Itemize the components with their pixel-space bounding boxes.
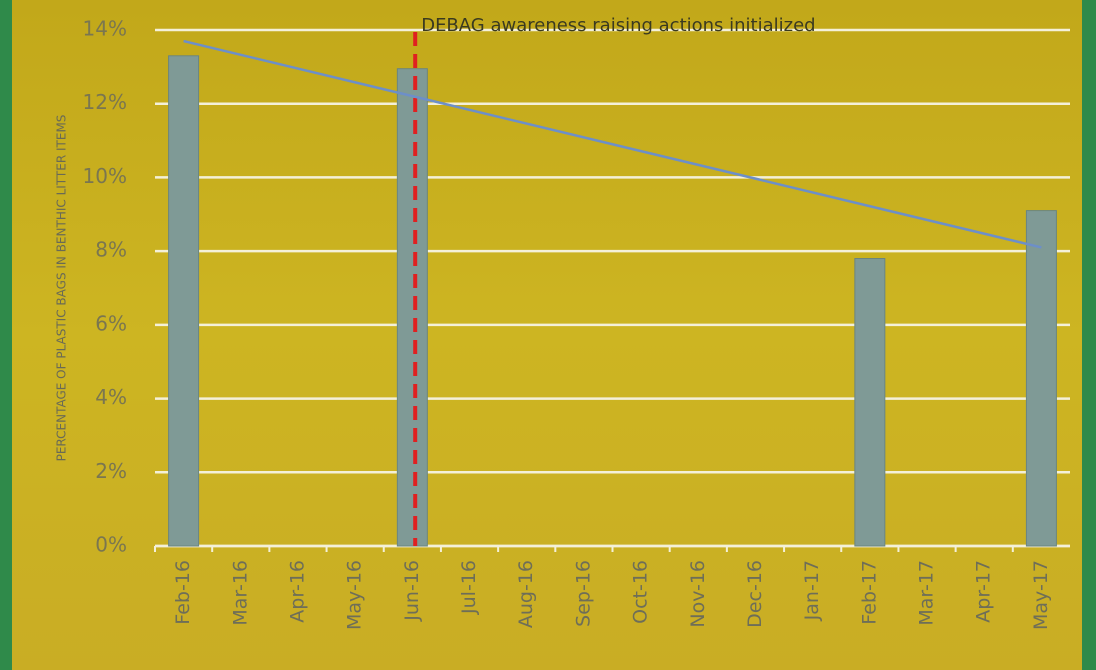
y-axis-label: PERCENTAGE OF PLASTIC BAGS IN BENTHIC LI… [55,115,69,462]
right-border [1082,0,1096,670]
x-tick-label: May-17 [1030,560,1052,630]
y-tick-label: 2% [95,459,127,483]
x-tick-label: Mar-16 [229,560,251,626]
x-tick-label: Apr-16 [286,560,308,623]
x-tick-label: Feb-16 [172,560,194,625]
x-tick-label: Oct-16 [630,560,652,624]
x-tick-label: Dec-16 [744,560,766,628]
y-tick-label: 14% [83,17,127,41]
page: PERCENTAGE OF PLASTIC BAGS IN BENTHIC LI… [0,0,1096,670]
x-tick-label: Sep-16 [572,560,594,627]
x-tick-label: Jul-16 [458,560,480,615]
y-tick-label: 8% [95,238,127,262]
bar [855,259,885,546]
y-tick-label: 4% [95,385,127,409]
bar [169,56,199,546]
x-tick-label: Feb-17 [858,560,880,625]
x-tick-label: Nov-16 [687,560,709,628]
x-tick-label: Apr-17 [973,560,995,623]
x-tick-label: May-16 [344,560,366,630]
annotation-text: DEBAG awareness raising actions initiali… [421,15,815,36]
y-tick-label: 12% [83,90,127,114]
y-tick-label: 6% [95,311,127,335]
chart: PERCENTAGE OF PLASTIC BAGS IN BENTHIC LI… [0,0,1096,670]
x-tick-label: Jun-16 [401,560,423,622]
x-tick-label: Mar-17 [916,560,938,626]
x-tick-label: Aug-16 [515,560,537,628]
bar [397,69,427,546]
bar [1026,211,1056,546]
x-tick-label: Jan-17 [801,560,823,621]
y-tick-label: 0% [95,533,127,557]
y-tick-label: 10% [83,164,127,188]
left-border [0,0,12,670]
